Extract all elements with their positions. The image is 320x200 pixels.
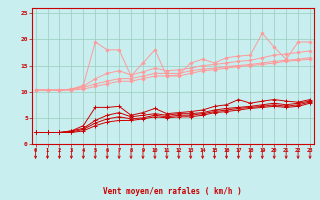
Text: Vent moyen/en rafales ( km/h ): Vent moyen/en rafales ( km/h )	[103, 187, 242, 196]
